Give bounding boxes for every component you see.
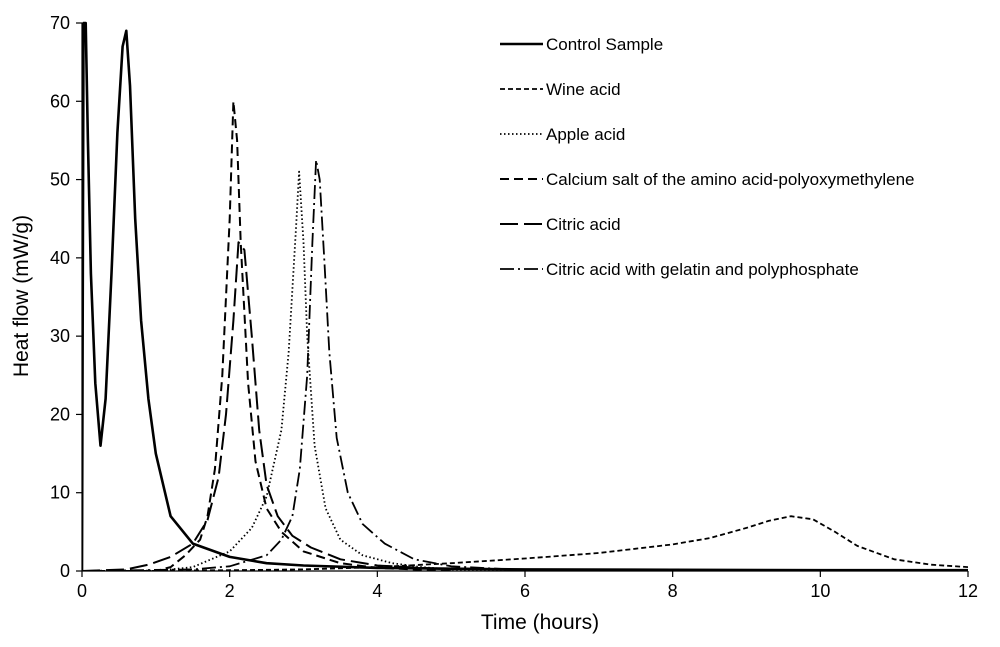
series-line-4 xyxy=(82,100,452,571)
axes: 0 2 4 6 8 10 12 0 10 20 30 40 50 60 70 xyxy=(50,13,978,601)
x-tick-label: 10 xyxy=(810,581,830,601)
series-line-3 xyxy=(82,170,526,571)
x-tick-label: 4 xyxy=(372,581,382,601)
legend-label-6: Citric acid with gelatin and polyphospha… xyxy=(546,260,859,279)
plot-area xyxy=(82,21,968,571)
x-axis-ticks: 0 2 4 6 8 10 12 xyxy=(77,571,978,601)
legend-label-3: Apple acid xyxy=(546,125,625,144)
legend-label-2: Wine acid xyxy=(546,80,621,99)
x-tick-label: 2 xyxy=(225,581,235,601)
y-tick-label: 10 xyxy=(50,483,70,503)
series-line-6 xyxy=(82,159,526,571)
legend: Control Sample Wine acid Apple acid Calcium… xyxy=(500,35,915,279)
y-axis-label: Heat flow (mW/g) xyxy=(10,215,33,377)
legend-label-5: Citric acid xyxy=(546,215,621,234)
x-tick-label: 12 xyxy=(958,581,978,601)
series-line-5 xyxy=(82,241,452,571)
x-tick-label: 6 xyxy=(520,581,530,601)
y-tick-label: 0 xyxy=(60,561,70,581)
series-line-2 xyxy=(82,515,968,571)
y-tick-label: 50 xyxy=(50,170,70,190)
y-axis-ticks: 0 10 20 30 40 50 60 70 xyxy=(50,13,82,581)
y-tick-label: 60 xyxy=(50,91,70,111)
x-axis-label: Time (hours) xyxy=(481,611,599,634)
legend-label-4: Calcium salt of the amino acid-polyoxyme… xyxy=(546,170,915,189)
y-tick-label: 20 xyxy=(50,404,70,424)
y-tick-label: 70 xyxy=(50,13,70,33)
legend-label-1: Control Sample xyxy=(546,35,663,54)
x-tick-label: 0 xyxy=(77,581,87,601)
y-tick-label: 40 xyxy=(50,248,70,268)
x-tick-label: 8 xyxy=(668,581,678,601)
y-tick-label: 30 xyxy=(50,326,70,346)
